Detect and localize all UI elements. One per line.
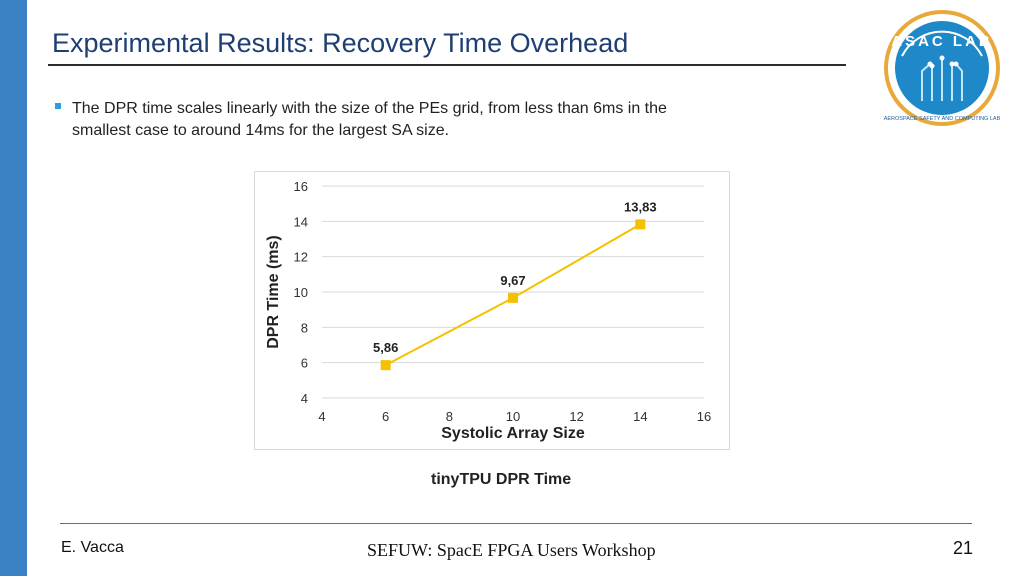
x-tick-label: 12 [569, 409, 583, 424]
x-tick-label: 8 [446, 409, 453, 424]
x-tick-label: 10 [506, 409, 520, 424]
left-accent-bar [0, 0, 27, 576]
x-tick-label: 4 [318, 409, 325, 424]
footer-author: E. Vacca [61, 539, 124, 556]
data-label: 13,83 [624, 199, 657, 214]
data-label: 5,86 [373, 340, 398, 355]
y-tick-label: 12 [294, 250, 308, 265]
data-point [380, 360, 391, 371]
dpr-time-chart: 4 6 8 10 12 14 16 4 6 8 10 12 14 16 Systolic Array Siz… [265, 179, 711, 442]
x-tick-label: 6 [382, 409, 389, 424]
svg-text:AEROSPACE SAFETY AND COMPUTING: AEROSPACE SAFETY AND COMPUTING LAB [884, 116, 1001, 122]
data-label: 9,67 [500, 273, 525, 288]
title-divider [48, 64, 846, 66]
slide-title: Experimental Results: Recovery Time Over… [52, 28, 629, 58]
x-tick-label: 14 [633, 409, 647, 424]
page-number: 21 [953, 538, 974, 558]
chart-caption: tinyTPU DPR Time [431, 471, 572, 488]
y-tick-label: 16 [294, 179, 308, 194]
asac-lab-logo: ASAC LAB AEROSPACE SAFETY AND COMPUTING … [884, 10, 1001, 126]
x-tick-label: 16 [697, 409, 711, 424]
y-tick-label: 6 [301, 356, 308, 371]
y-axis-label: DPR Time (ms) [265, 235, 282, 349]
x-axis-label: Systolic Array Size [441, 425, 585, 442]
bullet-text: The DPR time scales linearly with the si… [72, 100, 667, 139]
y-tick-label: 14 [294, 214, 308, 229]
y-tick-label: 10 [294, 285, 308, 300]
footer-event: SEFUW: SpacE FPGA Users Workshop [367, 540, 656, 560]
footer-divider [60, 523, 972, 524]
y-tick-label: 4 [301, 391, 308, 406]
data-point [508, 292, 518, 303]
bullet-marker [55, 103, 61, 109]
y-tick-label: 8 [301, 320, 308, 335]
data-point [635, 219, 646, 230]
chart-frame [254, 171, 730, 450]
svg-text:ASAC LAB: ASAC LAB [891, 33, 993, 50]
